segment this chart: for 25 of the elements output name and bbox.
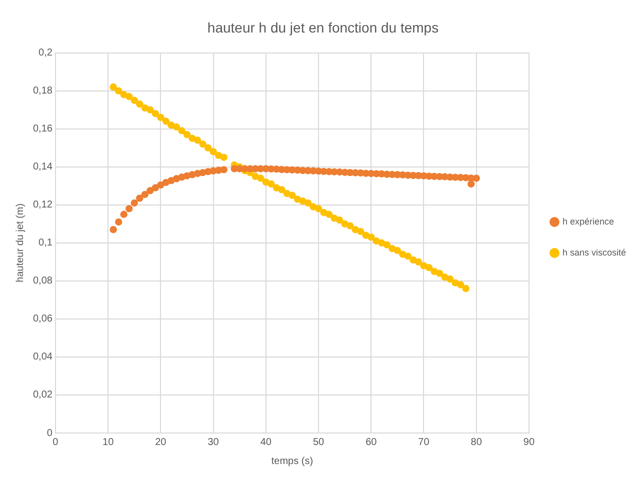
x-tick-label: 60 xyxy=(366,436,378,448)
x-tick-label: 40 xyxy=(260,436,272,448)
y-tick-label: 0,12 xyxy=(32,200,53,211)
y-tick-label: 0,18 xyxy=(32,86,53,97)
y-tick-label: 0,2 xyxy=(38,48,53,59)
y-axis-title: hauteur du jet (m) xyxy=(14,203,26,282)
x-axis-title: temps (s) xyxy=(271,456,314,467)
y-tick-label: 0,14 xyxy=(32,162,53,173)
y-tick-label: 0,04 xyxy=(32,352,53,363)
legend-label: h sans viscosité xyxy=(562,247,626,258)
legend-label: h expérience xyxy=(562,216,614,226)
chart-title: hauteur h du jet en fonction du temps xyxy=(207,19,439,36)
y-tick-label: 0 xyxy=(46,428,53,439)
x-tick-label: 70 xyxy=(418,436,430,448)
x-tick-label: 50 xyxy=(312,436,325,448)
x-tick-label: 20 xyxy=(155,436,167,448)
y-tick-label: 0,02 xyxy=(32,390,53,401)
y-tick-label: 0,1 xyxy=(38,238,53,249)
y-tick-label: 0,16 xyxy=(32,124,53,135)
x-tick-label: 90 xyxy=(523,436,535,448)
x-tick-label: 80 xyxy=(470,436,482,448)
y-tick-label: 0,06 xyxy=(32,314,53,325)
y-tick-label: 0,08 xyxy=(32,276,53,287)
x-tick-label: 10 xyxy=(102,436,114,448)
x-tick-label: 30 xyxy=(208,436,220,448)
